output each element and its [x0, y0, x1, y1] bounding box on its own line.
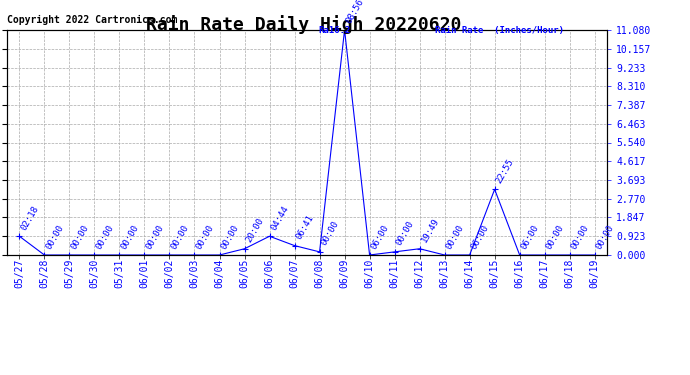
Text: 05/28: 05/28 — [39, 259, 50, 288]
Text: 06/09: 06/09 — [339, 259, 350, 288]
Text: 05/31: 05/31 — [115, 259, 124, 288]
Text: 06/10: 06/10 — [364, 259, 375, 288]
Text: 02:18: 02:18 — [19, 204, 41, 232]
Text: 00:00: 00:00 — [95, 223, 116, 251]
Text: 06/14: 06/14 — [464, 259, 475, 288]
Text: 06/08: 06/08 — [315, 259, 324, 288]
Text: Rain Rate Daily High 20220620: Rain Rate Daily High 20220620 — [146, 15, 462, 34]
Text: 06/02: 06/02 — [164, 259, 175, 288]
Text: 00:00: 00:00 — [70, 223, 90, 251]
Text: 00:00: 00:00 — [570, 223, 591, 251]
Text: 06:00: 06:00 — [370, 223, 391, 251]
Text: 06/16: 06/16 — [515, 259, 524, 288]
Text: 00:00: 00:00 — [144, 223, 166, 251]
Text: 00:00: 00:00 — [595, 223, 616, 251]
Text: 05/30: 05/30 — [90, 259, 99, 288]
Text: 06/06: 06/06 — [264, 259, 275, 288]
Text: 06/07: 06/07 — [290, 259, 299, 288]
Text: 06/12: 06/12 — [415, 259, 424, 288]
Text: 22:55: 22:55 — [495, 157, 516, 185]
Text: 06:00: 06:00 — [470, 223, 491, 251]
Text: 05/27: 05/27 — [14, 259, 24, 288]
Text: 06/13: 06/13 — [440, 259, 450, 288]
Text: Rain Rate  (Inches/Hour): Rain Rate (Inches/Hour) — [435, 26, 564, 35]
Text: 06/04: 06/04 — [215, 259, 224, 288]
Text: 06/03: 06/03 — [190, 259, 199, 288]
Text: 00:00: 00:00 — [195, 223, 216, 251]
Text: Copyright 2022 Cartronics.com: Copyright 2022 Cartronics.com — [7, 15, 177, 25]
Text: 05/29: 05/29 — [64, 259, 75, 288]
Text: 06/17: 06/17 — [540, 259, 550, 288]
Text: Ra16.2: Ra16.2 — [318, 26, 351, 35]
Text: 06/19: 06/19 — [590, 259, 600, 288]
Text: 00:00: 00:00 — [544, 223, 566, 251]
Text: 00:00: 00:00 — [44, 223, 66, 251]
Text: 00:00: 00:00 — [119, 223, 141, 251]
Text: 00:00: 00:00 — [219, 223, 241, 251]
Text: 06/11: 06/11 — [390, 259, 400, 288]
Text: 00:00: 00:00 — [319, 220, 341, 248]
Text: 06/05: 06/05 — [239, 259, 250, 288]
Text: 04:44: 04:44 — [270, 204, 290, 232]
Text: 19:49: 19:49 — [420, 216, 441, 244]
Text: 06:41: 06:41 — [295, 213, 316, 241]
Text: 20:00: 20:00 — [244, 216, 266, 244]
Text: 06/18: 06/18 — [564, 259, 575, 288]
Text: 06/15: 06/15 — [490, 259, 500, 288]
Text: 06/01: 06/01 — [139, 259, 150, 288]
Text: 08:56: 08:56 — [344, 0, 366, 26]
Text: 00:00: 00:00 — [395, 220, 416, 248]
Text: 00:00: 00:00 — [170, 223, 190, 251]
Text: 06:00: 06:00 — [520, 223, 541, 251]
Text: 00:00: 00:00 — [444, 223, 466, 251]
